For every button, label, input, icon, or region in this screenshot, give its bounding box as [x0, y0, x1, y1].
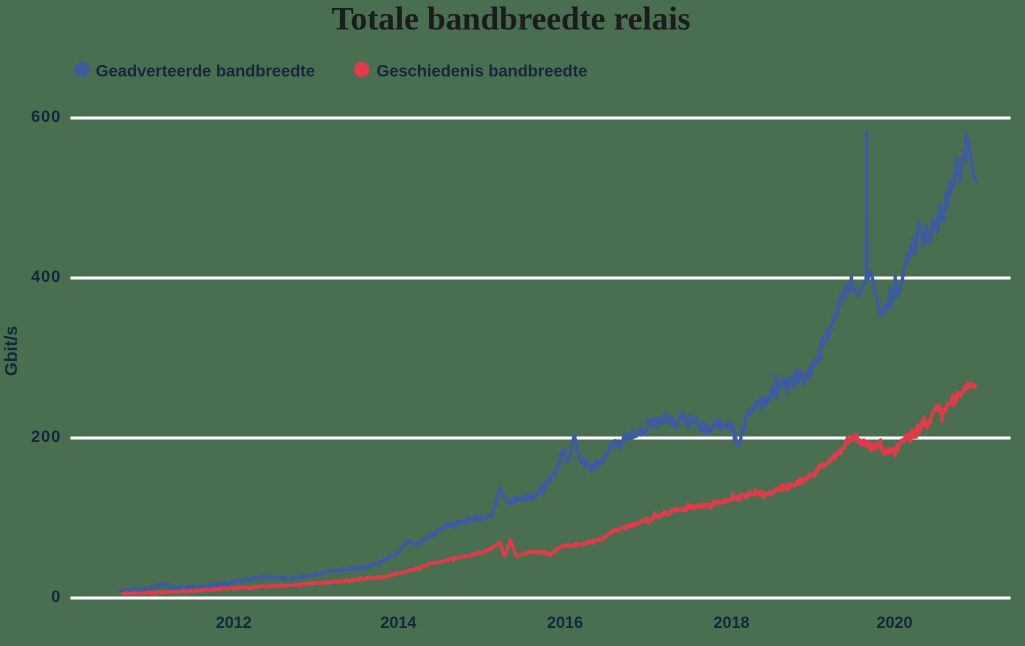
svg-text:Totale bandbreedte relais: Totale bandbreedte relais: [332, 1, 691, 38]
svg-text:2014: 2014: [380, 614, 416, 632]
svg-text:600: 600: [31, 108, 61, 126]
svg-text:2020: 2020: [876, 614, 912, 632]
svg-text:2016: 2016: [547, 614, 583, 632]
svg-text:0: 0: [51, 588, 61, 606]
svg-text:Gbit/s: Gbit/s: [1, 326, 21, 376]
svg-text:2018: 2018: [713, 614, 749, 632]
svg-text:400: 400: [31, 268, 61, 286]
svg-text:2012: 2012: [216, 614, 252, 632]
svg-text:Geadverteerde bandbreedte: Geadverteerde bandbreedte: [96, 62, 315, 80]
svg-text:200: 200: [31, 428, 61, 446]
svg-text:Geschiedenis bandbreedte: Geschiedenis bandbreedte: [377, 62, 588, 80]
